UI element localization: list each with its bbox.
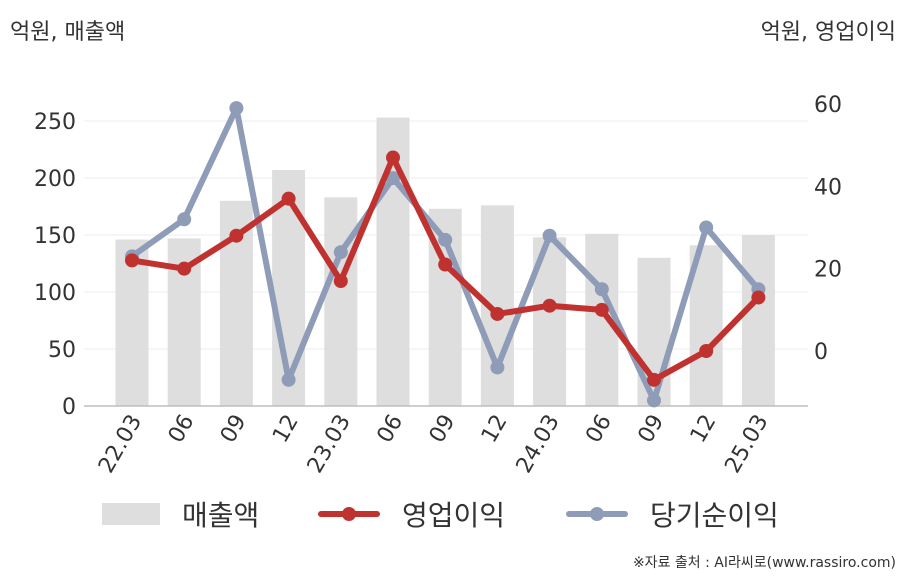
x-tick-label: 12 — [268, 411, 304, 448]
point-net — [594, 282, 609, 297]
point-net — [647, 393, 661, 408]
left-tick-label: 100 — [34, 281, 76, 306]
point-net — [281, 372, 296, 387]
point-operating — [177, 261, 192, 276]
legend-item-net: 당기순이익 — [566, 494, 779, 534]
point-operating — [751, 290, 766, 305]
right-tick-label: 20 — [814, 258, 842, 283]
left-tick-label: 150 — [34, 224, 76, 249]
legend-label-operating: 영업이익 — [402, 499, 506, 532]
point-net — [229, 101, 244, 116]
x-tick-label: 12 — [686, 411, 722, 448]
x-tick-label: 23.03 — [303, 411, 356, 478]
left-tick-label: 200 — [34, 167, 76, 192]
x-tick-label: 25.03 — [720, 411, 773, 478]
x-tick-label: 09 — [425, 411, 461, 448]
legend-item-operating: 영업이익 — [318, 494, 505, 534]
point-operating — [229, 228, 244, 243]
legend-item-revenue: 매출액 — [102, 494, 259, 534]
bar-revenue — [741, 235, 775, 406]
x-tick-label: 09 — [634, 411, 670, 448]
x-tick-label: 22.03 — [94, 411, 147, 478]
point-net — [333, 245, 348, 260]
point-operating — [542, 298, 557, 313]
point-operating — [594, 302, 609, 317]
point-operating — [438, 257, 453, 272]
point-operating — [333, 274, 348, 289]
legend: 매출액 영업이익 당기순이익 — [0, 494, 908, 534]
left-axis-unit: 억원, 매출액 — [10, 20, 126, 45]
point-net — [386, 171, 400, 186]
left-tick-label: 250 — [34, 110, 76, 135]
x-tick-label: 24.03 — [512, 411, 565, 478]
point-operating — [386, 150, 400, 165]
left-tick-label: 50 — [48, 338, 76, 363]
legend-swatch-net — [566, 503, 628, 525]
x-tick-label: 06 — [373, 411, 409, 448]
legend-swatch-operating — [318, 503, 380, 525]
point-net — [490, 360, 505, 375]
legend-label-net: 당기순이익 — [650, 499, 779, 532]
point-operating — [490, 306, 505, 321]
x-tick-label: 12 — [477, 411, 513, 448]
point-operating — [281, 191, 296, 206]
point-net — [699, 220, 714, 235]
left-tick-label: 0 — [62, 395, 76, 420]
legend-swatch-revenue — [102, 503, 160, 525]
point-net — [438, 232, 453, 247]
legend-label-revenue: 매출액 — [182, 499, 260, 532]
right-tick-label: 0 — [814, 340, 828, 365]
right-tick-label: 60 — [814, 93, 842, 118]
x-tick-label: 06 — [164, 411, 200, 448]
point-operating — [647, 372, 661, 387]
bar-revenue — [324, 197, 358, 406]
source-credit: ※자료 출처 : AI라씨로(www.rassiro.com) — [632, 555, 896, 571]
point-operating — [699, 344, 714, 358]
right-axis-unit: 억원, 영업이익 — [760, 20, 896, 45]
x-tick-label: 06 — [581, 411, 617, 448]
bar-revenue — [376, 117, 410, 406]
right-tick-label: 40 — [814, 175, 842, 200]
x-tick-label: 09 — [216, 411, 252, 448]
point-operating — [125, 253, 139, 268]
point-net — [177, 212, 192, 227]
point-net — [542, 228, 557, 243]
